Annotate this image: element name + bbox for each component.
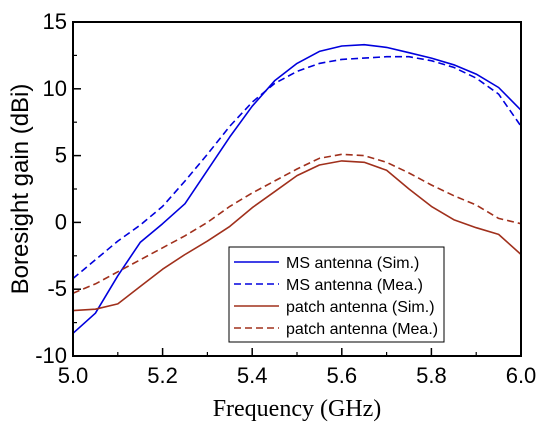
ticks-layer: 5.0 5.2 5.4 5.6 5.8 6.0 -10 -5 0 5 10 15	[35, 9, 536, 388]
x-tick-label: 6.0	[506, 363, 537, 388]
series-layer	[72, 43, 522, 334]
legend-label: MS antenna (Sim.)	[286, 255, 419, 272]
series-line-1	[72, 43, 522, 334]
y-tick-label: 15	[43, 9, 67, 34]
y-tick-label: 5	[55, 143, 67, 168]
legend-label: patch antenna (Mea.)	[286, 321, 438, 338]
y-tick-label: 0	[55, 209, 67, 234]
x-axis-title: Frequency (GHz)	[213, 396, 382, 422]
series-line-3	[72, 160, 522, 312]
y-tick-label: -5	[47, 276, 67, 301]
y-axis-title: Boresight gain (dBi)	[7, 84, 34, 295]
y-tick-label: 10	[43, 76, 67, 101]
x-tick-label: 5.8	[416, 363, 447, 388]
x-tick-label: 5.4	[237, 363, 268, 388]
legend-label: MS antenna (Mea.)	[286, 277, 423, 294]
series-line-4	[72, 153, 522, 294]
x-tick-label: 5.2	[147, 363, 178, 388]
legend: MS antenna (Sim.) MS antenna (Mea.) patch …	[228, 246, 445, 343]
x-tick-label: 5.6	[327, 363, 358, 388]
x-tick-label: 5.0	[58, 363, 89, 388]
y-tick-label: -10	[35, 343, 67, 368]
legend-box	[228, 246, 445, 343]
legend-label: patch antenna (Sim.)	[286, 299, 435, 316]
